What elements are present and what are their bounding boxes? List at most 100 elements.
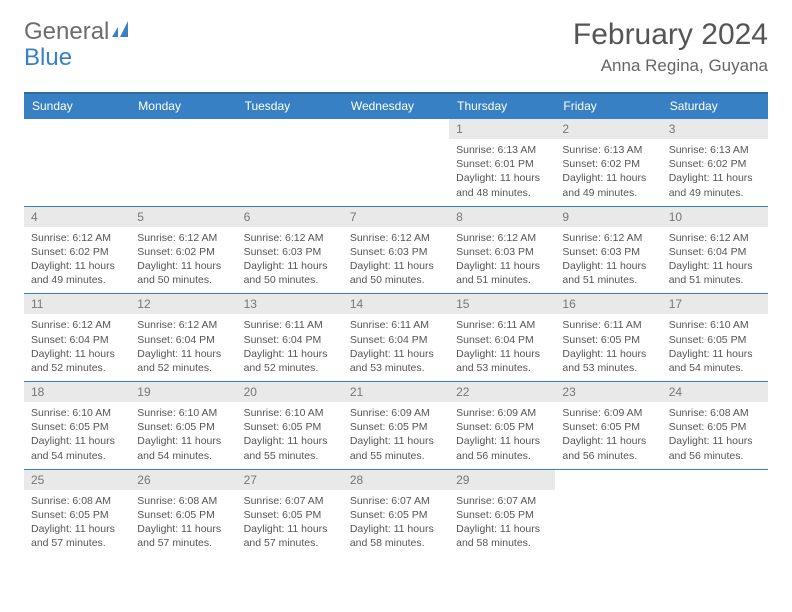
day-number: 6 [237, 207, 343, 227]
day-details: Sunrise: 6:13 AMSunset: 6:01 PMDaylight:… [449, 139, 555, 206]
calendar-cell [662, 469, 768, 556]
calendar-cell: 20Sunrise: 6:10 AMSunset: 6:05 PMDayligh… [237, 382, 343, 470]
day-number: 29 [449, 470, 555, 490]
calendar-cell: 23Sunrise: 6:09 AMSunset: 6:05 PMDayligh… [555, 382, 661, 470]
day-header: Monday [130, 93, 236, 119]
day-details: Sunrise: 6:11 AMSunset: 6:04 PMDaylight:… [449, 314, 555, 381]
day-number: 8 [449, 207, 555, 227]
calendar-table: Sunday Monday Tuesday Wednesday Thursday… [24, 92, 768, 556]
day-details: Sunrise: 6:07 AMSunset: 6:05 PMDaylight:… [343, 490, 449, 557]
day-number: 22 [449, 382, 555, 402]
day-details: Sunrise: 6:12 AMSunset: 6:03 PMDaylight:… [343, 227, 449, 294]
day-number: 24 [662, 382, 768, 402]
day-header: Tuesday [237, 93, 343, 119]
calendar-cell [237, 119, 343, 207]
day-number: 2 [555, 119, 661, 139]
day-number: 18 [24, 382, 130, 402]
day-number: 10 [662, 207, 768, 227]
calendar-cell: 15Sunrise: 6:11 AMSunset: 6:04 PMDayligh… [449, 294, 555, 382]
day-number: 26 [130, 470, 236, 490]
day-number: 17 [662, 294, 768, 314]
day-number: 15 [449, 294, 555, 314]
calendar-cell: 9Sunrise: 6:12 AMSunset: 6:03 PMDaylight… [555, 206, 661, 294]
day-details: Sunrise: 6:10 AMSunset: 6:05 PMDaylight:… [130, 402, 236, 469]
day-header: Thursday [449, 93, 555, 119]
calendar-cell [24, 119, 130, 207]
day-details: Sunrise: 6:10 AMSunset: 6:05 PMDaylight:… [662, 314, 768, 381]
day-details: Sunrise: 6:08 AMSunset: 6:05 PMDaylight:… [24, 490, 130, 557]
day-number: 25 [24, 470, 130, 490]
calendar-cell: 25Sunrise: 6:08 AMSunset: 6:05 PMDayligh… [24, 469, 130, 556]
day-details: Sunrise: 6:12 AMSunset: 6:02 PMDaylight:… [130, 227, 236, 294]
day-header: Friday [555, 93, 661, 119]
calendar-cell: 26Sunrise: 6:08 AMSunset: 6:05 PMDayligh… [130, 469, 236, 556]
day-details: Sunrise: 6:10 AMSunset: 6:05 PMDaylight:… [24, 402, 130, 469]
calendar-cell: 10Sunrise: 6:12 AMSunset: 6:04 PMDayligh… [662, 206, 768, 294]
day-details: Sunrise: 6:12 AMSunset: 6:04 PMDaylight:… [24, 314, 130, 381]
day-number: 13 [237, 294, 343, 314]
day-header: Saturday [662, 93, 768, 119]
day-details: Sunrise: 6:09 AMSunset: 6:05 PMDaylight:… [449, 402, 555, 469]
calendar-cell: 19Sunrise: 6:10 AMSunset: 6:05 PMDayligh… [130, 382, 236, 470]
logo-text-1: General [24, 18, 109, 46]
day-details: Sunrise: 6:07 AMSunset: 6:05 PMDaylight:… [237, 490, 343, 557]
day-details: Sunrise: 6:07 AMSunset: 6:05 PMDaylight:… [449, 490, 555, 557]
calendar-cell: 4Sunrise: 6:12 AMSunset: 6:02 PMDaylight… [24, 206, 130, 294]
day-number: 9 [555, 207, 661, 227]
day-header: Wednesday [343, 93, 449, 119]
logo-text-2: Blue [24, 44, 72, 72]
calendar-week-row: 25Sunrise: 6:08 AMSunset: 6:05 PMDayligh… [24, 469, 768, 556]
day-number: 4 [24, 207, 130, 227]
calendar-cell [555, 469, 661, 556]
calendar-cell: 7Sunrise: 6:12 AMSunset: 6:03 PMDaylight… [343, 206, 449, 294]
day-details: Sunrise: 6:12 AMSunset: 6:04 PMDaylight:… [662, 227, 768, 294]
calendar-cell: 5Sunrise: 6:12 AMSunset: 6:02 PMDaylight… [130, 206, 236, 294]
day-number: 5 [130, 207, 236, 227]
day-number: 14 [343, 294, 449, 314]
logo-chart-icon [112, 21, 134, 37]
header: General February 2024 Anna Regina, Guyan… [24, 18, 768, 76]
day-number: 20 [237, 382, 343, 402]
calendar-cell: 28Sunrise: 6:07 AMSunset: 6:05 PMDayligh… [343, 469, 449, 556]
calendar-cell: 29Sunrise: 6:07 AMSunset: 6:05 PMDayligh… [449, 469, 555, 556]
calendar-cell: 6Sunrise: 6:12 AMSunset: 6:03 PMDaylight… [237, 206, 343, 294]
day-number: 1 [449, 119, 555, 139]
day-number: 12 [130, 294, 236, 314]
calendar-week-row: 1Sunrise: 6:13 AMSunset: 6:01 PMDaylight… [24, 119, 768, 207]
day-details: Sunrise: 6:11 AMSunset: 6:04 PMDaylight:… [343, 314, 449, 381]
calendar-cell: 3Sunrise: 6:13 AMSunset: 6:02 PMDaylight… [662, 119, 768, 207]
day-details: Sunrise: 6:12 AMSunset: 6:04 PMDaylight:… [130, 314, 236, 381]
calendar-cell: 2Sunrise: 6:13 AMSunset: 6:02 PMDaylight… [555, 119, 661, 207]
calendar-cell: 13Sunrise: 6:11 AMSunset: 6:04 PMDayligh… [237, 294, 343, 382]
calendar-week-row: 11Sunrise: 6:12 AMSunset: 6:04 PMDayligh… [24, 294, 768, 382]
day-details: Sunrise: 6:11 AMSunset: 6:05 PMDaylight:… [555, 314, 661, 381]
location-subtitle: Anna Regina, Guyana [573, 56, 768, 76]
day-details: Sunrise: 6:09 AMSunset: 6:05 PMDaylight:… [555, 402, 661, 469]
day-details: Sunrise: 6:08 AMSunset: 6:05 PMDaylight:… [662, 402, 768, 469]
day-number: 19 [130, 382, 236, 402]
calendar-cell: 24Sunrise: 6:08 AMSunset: 6:05 PMDayligh… [662, 382, 768, 470]
calendar-cell [130, 119, 236, 207]
day-details: Sunrise: 6:09 AMSunset: 6:05 PMDaylight:… [343, 402, 449, 469]
calendar-cell: 14Sunrise: 6:11 AMSunset: 6:04 PMDayligh… [343, 294, 449, 382]
day-details: Sunrise: 6:12 AMSunset: 6:03 PMDaylight:… [237, 227, 343, 294]
day-number: 7 [343, 207, 449, 227]
calendar-cell [343, 119, 449, 207]
calendar-week-row: 18Sunrise: 6:10 AMSunset: 6:05 PMDayligh… [24, 382, 768, 470]
day-number: 16 [555, 294, 661, 314]
day-number: 27 [237, 470, 343, 490]
calendar-week-row: 4Sunrise: 6:12 AMSunset: 6:02 PMDaylight… [24, 206, 768, 294]
calendar-cell: 22Sunrise: 6:09 AMSunset: 6:05 PMDayligh… [449, 382, 555, 470]
calendar-cell: 8Sunrise: 6:12 AMSunset: 6:03 PMDaylight… [449, 206, 555, 294]
calendar-cell: 18Sunrise: 6:10 AMSunset: 6:05 PMDayligh… [24, 382, 130, 470]
calendar-cell: 27Sunrise: 6:07 AMSunset: 6:05 PMDayligh… [237, 469, 343, 556]
calendar-cell: 17Sunrise: 6:10 AMSunset: 6:05 PMDayligh… [662, 294, 768, 382]
logo: General [24, 18, 134, 46]
day-details: Sunrise: 6:13 AMSunset: 6:02 PMDaylight:… [662, 139, 768, 206]
day-number: 11 [24, 294, 130, 314]
day-number: 23 [555, 382, 661, 402]
calendar-cell: 16Sunrise: 6:11 AMSunset: 6:05 PMDayligh… [555, 294, 661, 382]
day-details: Sunrise: 6:11 AMSunset: 6:04 PMDaylight:… [237, 314, 343, 381]
day-details: Sunrise: 6:08 AMSunset: 6:05 PMDaylight:… [130, 490, 236, 557]
day-details: Sunrise: 6:10 AMSunset: 6:05 PMDaylight:… [237, 402, 343, 469]
